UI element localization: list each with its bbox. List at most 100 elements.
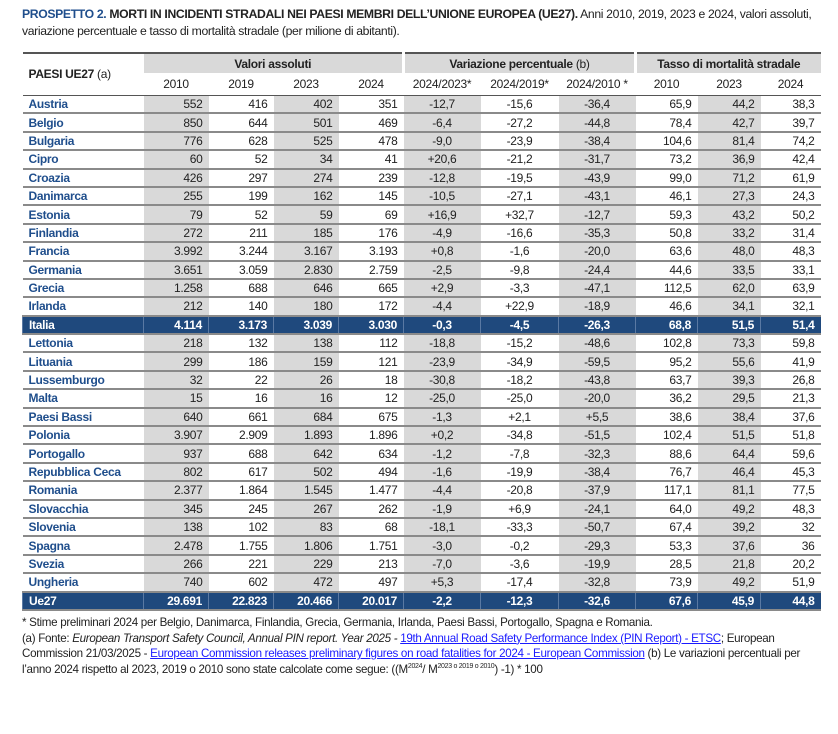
- table-cell: 39,3: [697, 370, 761, 391]
- table-cell: 39,7: [760, 113, 821, 133]
- table-cell: 79: [143, 205, 209, 225]
- table-cell: 50,2: [760, 205, 821, 225]
- table-cell: 602: [208, 573, 274, 593]
- table-cell: -12,7: [558, 205, 636, 225]
- table-cell: 52: [208, 150, 274, 170]
- table-cell: -1,2: [403, 444, 481, 464]
- table-cell: +20,6: [403, 150, 481, 170]
- table-cell: -0,3: [403, 315, 481, 336]
- table-cell: 69: [338, 205, 404, 225]
- table-cell: -43,9: [558, 168, 636, 188]
- table-cell: 776: [143, 131, 209, 152]
- table-cell: -25,0: [480, 389, 559, 409]
- table-cell: +5,5: [558, 407, 636, 428]
- table-cell: 211: [208, 223, 274, 244]
- table-cell: -32,3: [558, 444, 636, 464]
- table-cell: -3,6: [480, 554, 559, 575]
- table-cell: 2.909: [208, 426, 274, 446]
- table-cell: 51,4: [760, 315, 821, 336]
- table-cell: 51,5: [697, 315, 761, 336]
- table-cell: 46,4: [697, 462, 761, 483]
- table-cell: -34,9: [480, 352, 559, 372]
- table-cell: 351: [338, 95, 404, 115]
- table-cell: 49,2: [697, 573, 761, 593]
- table-cell: 88,6: [635, 444, 698, 464]
- table-cell: 48,3: [760, 499, 821, 520]
- table-cell: 267: [273, 499, 339, 520]
- table-cell: 1.864: [208, 481, 274, 501]
- table-cell: -1,6: [480, 242, 559, 262]
- column-header: 2010: [635, 73, 698, 96]
- table-cell: 29,5: [697, 389, 761, 409]
- table-cell: 53,3: [635, 536, 698, 556]
- table-cell: -0,2: [480, 536, 559, 556]
- country-name: Romania: [22, 481, 144, 501]
- table-cell: 26: [273, 370, 339, 391]
- table-cell: -32,6: [558, 591, 636, 611]
- table-cell: 140: [208, 297, 274, 317]
- table-cell: +2,1: [480, 407, 559, 428]
- table-cell: 186: [208, 352, 274, 372]
- table-row: Germania 3.651 3.059 2.830 2.759 -2,5 -9,8 -24,…: [22, 260, 821, 280]
- table-cell: 31,4: [760, 223, 821, 244]
- table-cell: 50,8: [635, 223, 698, 244]
- country-name: Austria: [22, 95, 144, 115]
- table-cell: -12,7: [403, 95, 481, 115]
- country-name: Ue27: [22, 591, 144, 611]
- column-header: 2024/2010 *: [558, 73, 636, 96]
- table-cell: 1.893: [273, 426, 339, 446]
- column-header: 2024: [338, 73, 404, 96]
- table-cell: -24,4: [558, 260, 636, 280]
- country-name: Croazia: [22, 168, 144, 188]
- table-cell: 266: [143, 554, 209, 575]
- country-name: Germania: [22, 260, 144, 280]
- table-cell: 71,2: [697, 168, 761, 188]
- table-cell: +22,9: [480, 297, 559, 317]
- table-cell: -34,8: [480, 426, 559, 446]
- table-cell: 552: [143, 95, 209, 115]
- table-cell: 145: [338, 186, 404, 207]
- table-cell: 937: [143, 444, 209, 464]
- table-cell: 44,2: [697, 95, 761, 115]
- table-cell: -30,8: [403, 370, 481, 391]
- table-cell: -20,8: [480, 481, 559, 501]
- table-cell: 104,6: [635, 131, 698, 152]
- table-cell: 48,3: [760, 242, 821, 262]
- table-cell: 42,7: [697, 113, 761, 133]
- table-row: Francia 3.992 3.244 3.167 3.193 +0,8 -1,6 -20,0…: [22, 242, 821, 262]
- ec-link[interactable]: European Commission releases preliminary…: [150, 647, 645, 661]
- table-cell: 218: [143, 334, 209, 354]
- table-cell: 2.377: [143, 481, 209, 501]
- table-cell: 494: [338, 462, 404, 483]
- table-cell: 1.477: [338, 481, 404, 501]
- table-row: Repubblica Ceca 802 617 502 494 -1,6 -19,9 -38,…: [22, 462, 821, 483]
- table-cell: 73,2: [635, 150, 698, 170]
- table-cell: -19,9: [480, 462, 559, 483]
- table-cell: 32,1: [760, 297, 821, 317]
- table-cell: 176: [338, 223, 404, 244]
- column-header: 2019: [208, 73, 274, 96]
- table-cell: -17,4: [480, 573, 559, 593]
- table-cell: 2.759: [338, 260, 404, 280]
- table-cell: -1,3: [403, 407, 481, 428]
- table-cell: 102: [208, 517, 274, 538]
- table-row: Lussemburgo 32 22 26 18 -30,8 -18,2 -43,8 63,7 39…: [22, 370, 821, 391]
- header-country: PAESI UE27 (a): [22, 52, 144, 96]
- table-cell: 802: [143, 462, 209, 483]
- table-cell: 63,9: [760, 278, 821, 299]
- table-row: Paesi Bassi 640 661 684 675 -1,3 +2,1 +5,5 38,6 3…: [22, 407, 821, 428]
- table-cell: 52: [208, 205, 274, 225]
- etsc-link[interactable]: 19th Annual Road Safety Performance Inde…: [400, 631, 721, 645]
- table-cell: 37,6: [697, 536, 761, 556]
- table-cell: 59,8: [760, 334, 821, 354]
- table-cell: 665: [338, 278, 404, 299]
- table-cell: 272: [143, 223, 209, 244]
- table-cell: 3.039: [273, 315, 339, 336]
- table-cell: 32: [143, 370, 209, 391]
- table-cell: 525: [273, 131, 339, 152]
- table-cell: 1.545: [273, 481, 339, 501]
- table-cell: 132: [208, 334, 274, 354]
- table-row: Cipro 60 52 34 41 +20,6 -21,2 -31,7 73,2 36,9 42,4: [22, 150, 821, 170]
- country-name: Belgio: [22, 113, 144, 133]
- country-name: Paesi Bassi: [22, 407, 144, 428]
